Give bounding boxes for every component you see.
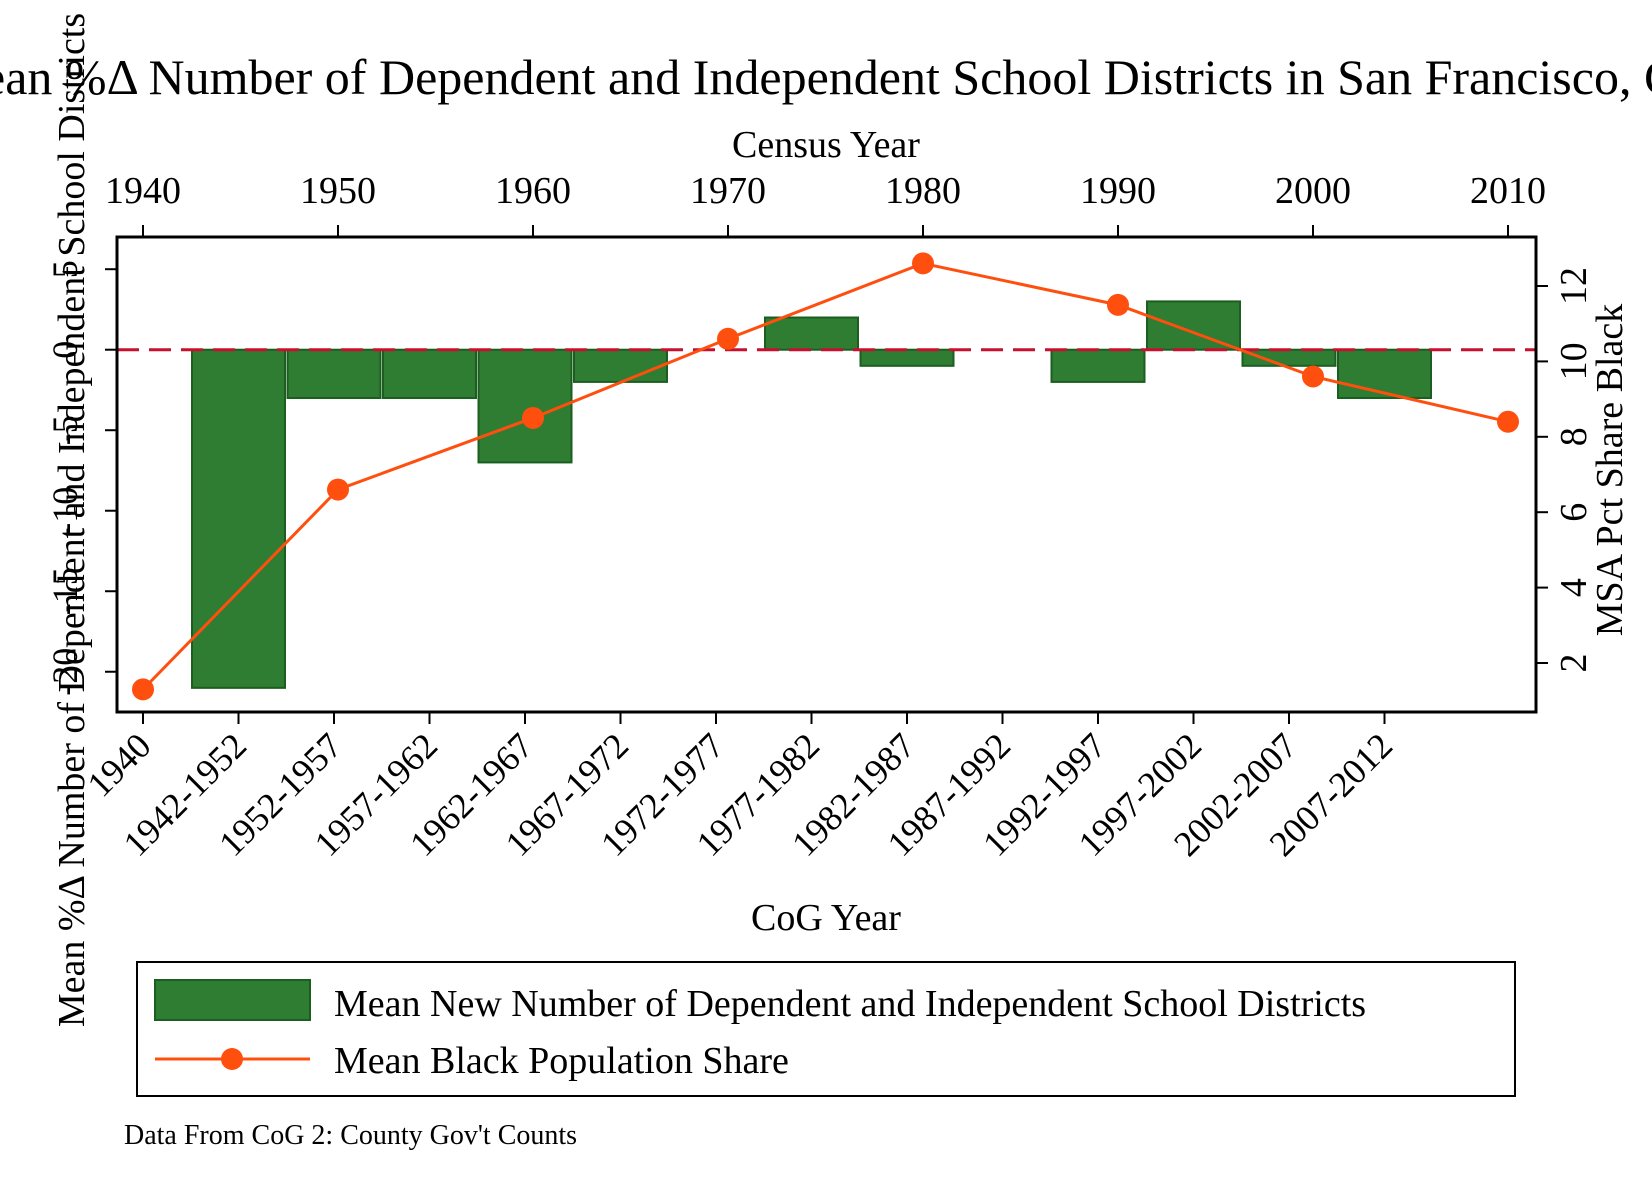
black-share-point-2000 bbox=[1302, 365, 1324, 388]
top-tick-label: 2000 bbox=[1275, 170, 1351, 212]
bar-2002-2007 bbox=[1241, 348, 1337, 367]
black-share-point-2010 bbox=[1497, 410, 1519, 433]
right-tick-label: 6 bbox=[1553, 503, 1595, 522]
right-tick-label: 8 bbox=[1553, 427, 1595, 446]
top-tick-label: 1990 bbox=[1080, 170, 1156, 212]
black-share-point-1940 bbox=[132, 678, 154, 701]
bar-1997-2002 bbox=[1146, 300, 1241, 351]
right-tick-label: 2 bbox=[1553, 653, 1595, 672]
legend-line-marker bbox=[221, 1048, 243, 1070]
bar-1942-1952 bbox=[191, 348, 286, 689]
bar-1957-1962 bbox=[382, 348, 477, 400]
left-tick-label: -10 bbox=[45, 487, 85, 535]
top-tick-label: 1950 bbox=[300, 170, 376, 212]
black-share-point-1980 bbox=[912, 252, 934, 275]
plot-area bbox=[115, 235, 1538, 714]
black-share-point-1970 bbox=[717, 327, 739, 350]
left-tick-label: -15 bbox=[45, 567, 85, 615]
black-share-point-1960 bbox=[522, 406, 544, 429]
bar-1982-1987 bbox=[859, 348, 955, 367]
top-tick-label: 1980 bbox=[885, 170, 961, 212]
right-tick-label: 10 bbox=[1553, 342, 1595, 380]
right-axis-label: MSA Pct Share Black bbox=[1589, 304, 1631, 636]
source-note: Data From CoG 2: County Gov't Counts bbox=[124, 1120, 577, 1151]
legend-line-label: Mean Black Population Share bbox=[334, 1040, 789, 1082]
left-axis-label: Mean %Δ Number of Dependent and Independ… bbox=[51, 13, 93, 1027]
right-tick-label: 12 bbox=[1553, 267, 1595, 305]
legend-bar-swatch bbox=[154, 979, 311, 1021]
top-tick-label: 2010 bbox=[1470, 170, 1546, 212]
top-axis-label: Census Year bbox=[732, 124, 920, 166]
bar-1962-1967 bbox=[477, 348, 573, 464]
black-share-point-1950 bbox=[327, 478, 349, 501]
black-share-line bbox=[141, 261, 1509, 691]
bar-1977-1982 bbox=[764, 316, 859, 351]
left-tick-label: 5 bbox=[45, 260, 85, 278]
legend: Mean New Number of Dependent and Indepen… bbox=[136, 961, 1516, 1097]
right-tick-label: 4 bbox=[1553, 578, 1595, 597]
x-axis-label: CoG Year bbox=[751, 897, 901, 939]
legend-bar-label: Mean New Number of Dependent and Indepen… bbox=[334, 983, 1366, 1025]
bar-1952-1957 bbox=[286, 348, 382, 400]
left-tick-label: -5 bbox=[45, 415, 85, 445]
left-tick-label: 0 bbox=[45, 341, 85, 359]
left-tick-label: -20 bbox=[45, 648, 85, 696]
black-share-series bbox=[132, 252, 1519, 701]
top-tick-label: 1940 bbox=[105, 170, 181, 212]
bar-1992-1997 bbox=[1050, 348, 1146, 383]
bar-2007-2012 bbox=[1337, 348, 1432, 400]
black-share-point-1990 bbox=[1107, 293, 1129, 316]
chart-title: Mean %Δ Number of Dependent and Independ… bbox=[0, 49, 1652, 105]
top-tick-label: 1960 bbox=[495, 170, 571, 212]
legend-box bbox=[136, 961, 1516, 1097]
top-tick-label: 1970 bbox=[690, 170, 766, 212]
bars bbox=[191, 300, 1432, 689]
bar-1967-1972 bbox=[573, 348, 668, 383]
